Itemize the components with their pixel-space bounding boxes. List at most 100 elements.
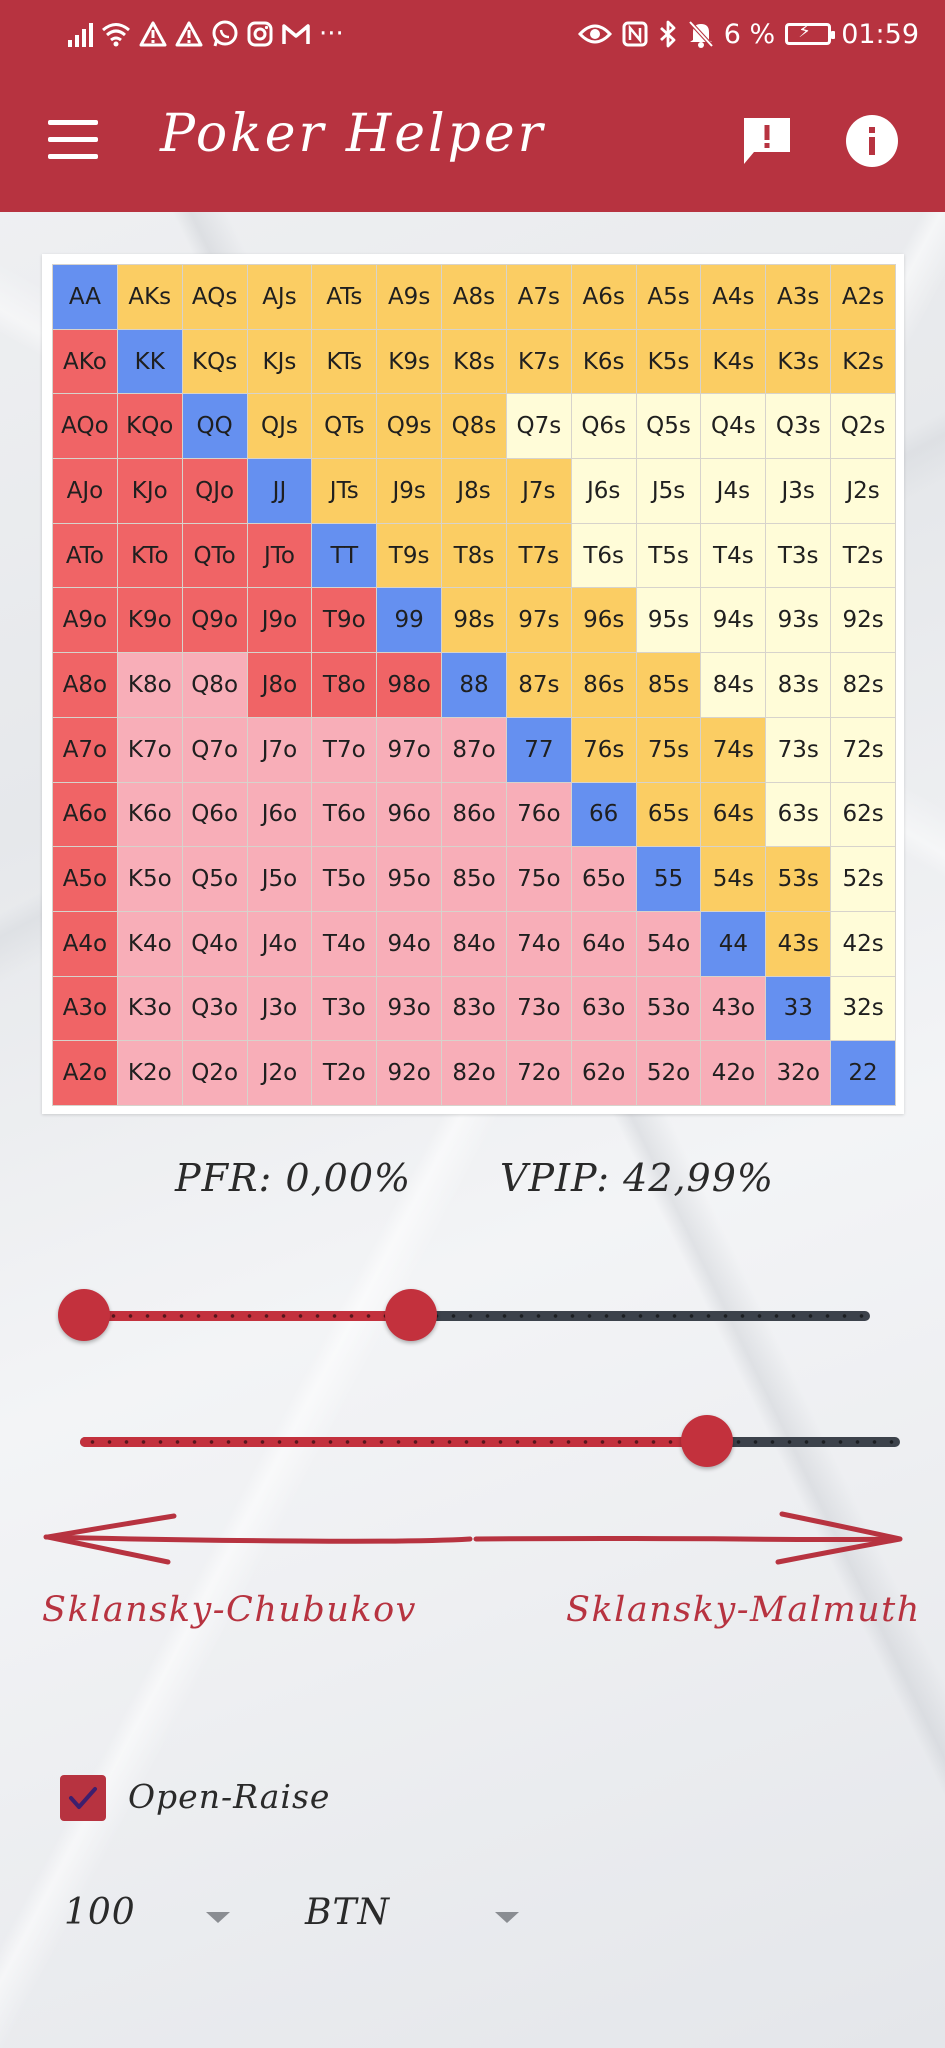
ranking-slider-thumb[interactable] (681, 1415, 734, 1467)
hand-cell-A5o[interactable]: A5o (53, 847, 117, 911)
hand-cell-J3s[interactable]: J3s (766, 459, 831, 523)
hand-cell-A6o[interactable]: A6o (53, 782, 117, 847)
hand-cell-K3s[interactable]: K3s (766, 329, 831, 394)
hand-cell-K4o[interactable]: K4o (117, 911, 182, 976)
hand-cell-Q6o[interactable]: Q6o (182, 782, 247, 847)
hand-cell-93s[interactable]: 93s (766, 588, 831, 653)
hand-cell-66[interactable]: 66 (571, 782, 636, 847)
hand-cell-32s[interactable]: 32s (831, 976, 895, 1041)
hand-cell-88[interactable]: 88 (442, 653, 506, 717)
hand-cell-K5o[interactable]: K5o (117, 847, 182, 911)
hand-cell-T5o[interactable]: T5o (312, 847, 377, 911)
scale-left-label[interactable]: Sklansky-Chubukov (42, 1590, 417, 1630)
hand-cell-K5s[interactable]: K5s (636, 329, 701, 394)
hand-cell-J8s[interactable]: J8s (442, 459, 506, 523)
hand-cell-Q7s[interactable]: Q7s (506, 394, 571, 459)
hand-cell-K6o[interactable]: K6o (117, 782, 182, 847)
hand-cell-86s[interactable]: 86s (571, 653, 636, 717)
menu-button[interactable] (48, 120, 98, 160)
hand-cell-A8s[interactable]: A8s (442, 265, 506, 329)
hand-cell-Q3o[interactable]: Q3o (182, 976, 247, 1041)
hand-cell-J9o[interactable]: J9o (247, 588, 312, 653)
hand-cell-Q4s[interactable]: Q4s (701, 394, 766, 459)
hand-cell-72o[interactable]: 72o (506, 1041, 571, 1105)
hand-cell-55[interactable]: 55 (636, 847, 701, 911)
hand-cell-A5s[interactable]: A5s (636, 265, 701, 329)
hand-cell-QQ[interactable]: QQ (182, 394, 247, 459)
hand-cell-T2o[interactable]: T2o (312, 1041, 377, 1105)
hand-cell-Q8s[interactable]: Q8s (442, 394, 506, 459)
ranking-slider[interactable] (54, 1411, 900, 1471)
hand-cell-J2s[interactable]: J2s (831, 459, 895, 523)
open-raise-checkbox[interactable] (60, 1775, 106, 1821)
hand-cell-KK[interactable]: KK (117, 329, 182, 394)
hand-cell-83o[interactable]: 83o (442, 976, 506, 1041)
hand-cell-96o[interactable]: 96o (377, 782, 442, 847)
hand-cell-87o[interactable]: 87o (442, 717, 506, 782)
hand-cell-96s[interactable]: 96s (571, 588, 636, 653)
hand-cell-33[interactable]: 33 (766, 976, 831, 1041)
hand-cell-T6o[interactable]: T6o (312, 782, 377, 847)
hand-cell-AJo[interactable]: AJo (53, 459, 117, 523)
hand-cell-63o[interactable]: 63o (571, 976, 636, 1041)
hand-cell-92o[interactable]: 92o (377, 1041, 442, 1105)
hand-cell-94s[interactable]: 94s (701, 588, 766, 653)
hand-cell-43o[interactable]: 43o (701, 976, 766, 1041)
hand-cell-T7s[interactable]: T7s (506, 523, 571, 588)
hand-cell-T5s[interactable]: T5s (636, 523, 701, 588)
hand-cell-K2o[interactable]: K2o (117, 1041, 182, 1105)
hand-cell-62s[interactable]: 62s (831, 782, 895, 847)
hand-cell-53s[interactable]: 53s (766, 847, 831, 911)
hand-cell-74o[interactable]: 74o (506, 911, 571, 976)
hand-cell-T9o[interactable]: T9o (312, 588, 377, 653)
hand-cell-T8o[interactable]: T8o (312, 653, 377, 717)
hand-cell-Q9o[interactable]: Q9o (182, 588, 247, 653)
hand-cell-J8o[interactable]: J8o (247, 653, 312, 717)
feedback-button[interactable] (740, 114, 794, 168)
hand-cell-T6s[interactable]: T6s (571, 523, 636, 588)
hand-cell-T7o[interactable]: T7o (312, 717, 377, 782)
hand-cell-K2s[interactable]: K2s (831, 329, 895, 394)
hand-cell-85s[interactable]: 85s (636, 653, 701, 717)
hand-cell-98s[interactable]: 98s (442, 588, 506, 653)
hand-cell-94o[interactable]: 94o (377, 911, 442, 976)
hand-cell-93o[interactable]: 93o (377, 976, 442, 1041)
hand-cell-62o[interactable]: 62o (571, 1041, 636, 1105)
hand-cell-92s[interactable]: 92s (831, 588, 895, 653)
hand-cell-K6s[interactable]: K6s (571, 329, 636, 394)
hand-cell-T2s[interactable]: T2s (831, 523, 895, 588)
hand-cell-AA[interactable]: AA (53, 265, 117, 329)
scale-right-label[interactable]: Sklansky-Malmuth (566, 1590, 921, 1630)
hand-cell-44[interactable]: 44 (701, 911, 766, 976)
hand-cell-J7o[interactable]: J7o (247, 717, 312, 782)
hand-cell-QJo[interactable]: QJo (182, 459, 247, 523)
hand-cell-JJ[interactable]: JJ (247, 459, 312, 523)
hand-cell-AKs[interactable]: AKs (117, 265, 182, 329)
hand-cell-QJs[interactable]: QJs (247, 394, 312, 459)
hand-cell-J4s[interactable]: J4s (701, 459, 766, 523)
hand-cell-83s[interactable]: 83s (766, 653, 831, 717)
hand-cell-J4o[interactable]: J4o (247, 911, 312, 976)
hand-cell-97s[interactable]: 97s (506, 588, 571, 653)
hand-cell-65o[interactable]: 65o (571, 847, 636, 911)
hand-cell-A9s[interactable]: A9s (377, 265, 442, 329)
hand-cell-97o[interactable]: 97o (377, 717, 442, 782)
hand-cell-A4s[interactable]: A4s (701, 265, 766, 329)
hand-cell-98o[interactable]: 98o (377, 653, 442, 717)
hand-cell-Q2o[interactable]: Q2o (182, 1041, 247, 1105)
hand-cell-J3o[interactable]: J3o (247, 976, 312, 1041)
hand-cell-74s[interactable]: 74s (701, 717, 766, 782)
hand-cell-K8s[interactable]: K8s (442, 329, 506, 394)
hand-cell-Q3s[interactable]: Q3s (766, 394, 831, 459)
hand-cell-K9s[interactable]: K9s (377, 329, 442, 394)
hand-cell-J9s[interactable]: J9s (377, 459, 442, 523)
hand-cell-Q9s[interactable]: Q9s (377, 394, 442, 459)
hand-cell-82s[interactable]: 82s (831, 653, 895, 717)
hand-cell-A4o[interactable]: A4o (53, 911, 117, 976)
hand-cell-Q5s[interactable]: Q5s (636, 394, 701, 459)
hand-cell-85o[interactable]: 85o (442, 847, 506, 911)
hand-cell-JTo[interactable]: JTo (247, 523, 312, 588)
hand-cell-Q5o[interactable]: Q5o (182, 847, 247, 911)
hand-cell-A6s[interactable]: A6s (571, 265, 636, 329)
hand-cell-AQo[interactable]: AQo (53, 394, 117, 459)
